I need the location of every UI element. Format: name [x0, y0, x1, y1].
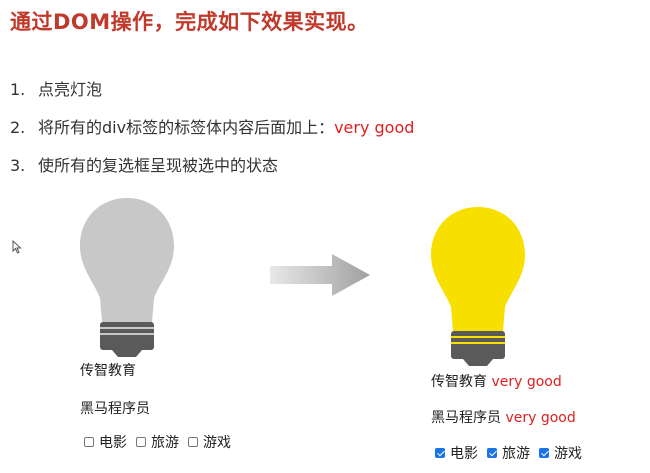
after-div-2-suffix: very good	[505, 410, 576, 426]
requirement-3: 3. 使所有的复选框呈现被选中的状态	[10, 152, 278, 176]
lightbulb-on-icon	[431, 207, 525, 366]
checkbox-travel[interactable]: 旅游	[487, 443, 530, 463]
after-div-1-suffix: very good	[491, 374, 562, 390]
page-title: 通过DOM操作，完成如下效果实现。	[10, 10, 369, 34]
checkbox-game[interactable]: 游戏	[539, 443, 582, 463]
before-checkbox-group: 电影 旅游 游戏	[84, 432, 240, 452]
requirement-2: 2. 将所有的div标签的标签体内容后面加上：very good	[10, 114, 414, 138]
after-checkbox-group: 电影 旅游 游戏	[435, 443, 591, 463]
checkbox-label: 旅游	[151, 435, 179, 451]
arrow-right-icon	[270, 254, 370, 296]
requirement-number: 3.	[10, 156, 26, 175]
after-div-1-text: 传智教育	[431, 374, 487, 390]
checkbox-movie[interactable]: 电影	[435, 443, 478, 463]
before-div-2: 黑马程序员	[80, 401, 150, 417]
requirement-text: 将所有的div标签的标签体内容后面加上：	[38, 118, 335, 137]
checkbox-label: 电影	[450, 446, 478, 462]
checkbox-label: 游戏	[554, 446, 582, 462]
checkbox-unchecked[interactable]	[84, 437, 94, 447]
requirement-text: 点亮灯泡	[38, 80, 103, 99]
requirement-1: 1. 点亮灯泡	[10, 76, 102, 100]
checkbox-unchecked[interactable]	[136, 437, 146, 447]
checkbox-checked[interactable]	[487, 448, 497, 458]
lightbulb-off-icon	[80, 198, 174, 357]
requirement-number: 2.	[10, 118, 26, 137]
before-div-1: 传智教育	[80, 363, 136, 379]
requirement-text: 使所有的复选框呈现被选中的状态	[38, 156, 279, 175]
checkbox-label: 游戏	[203, 435, 231, 451]
after-div-2: 黑马程序员 very good	[431, 407, 576, 427]
checkbox-travel[interactable]: 旅游	[136, 432, 179, 452]
checkbox-label: 电影	[99, 435, 127, 451]
after-div-1: 传智教育 very good	[431, 371, 562, 391]
mouse-cursor-icon	[12, 240, 22, 254]
checkbox-label: 旅游	[502, 446, 530, 462]
checkbox-unchecked[interactable]	[188, 437, 198, 447]
checkbox-checked[interactable]	[539, 448, 549, 458]
after-div-2-text: 黑马程序员	[431, 410, 501, 426]
requirement-number: 1.	[10, 80, 26, 99]
requirement-highlight: very good	[334, 118, 415, 137]
checkbox-game[interactable]: 游戏	[188, 432, 231, 452]
checkbox-movie[interactable]: 电影	[84, 432, 127, 452]
checkbox-checked[interactable]	[435, 448, 445, 458]
